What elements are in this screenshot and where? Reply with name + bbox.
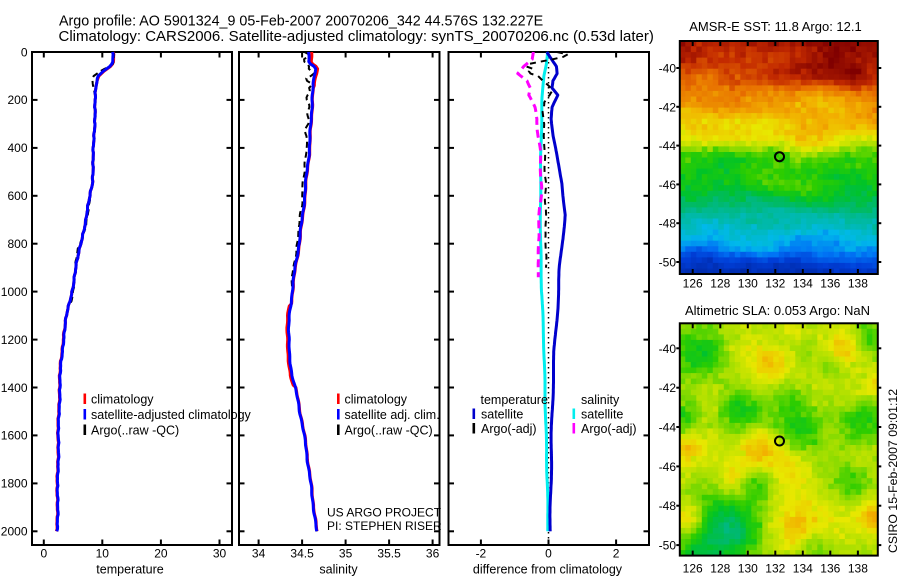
svg-text:0: 0 (545, 547, 552, 561)
svg-text:Argo(-adj): Argo(-adj) (581, 422, 637, 436)
svg-text:1800: 1800 (1, 477, 28, 491)
svg-text:136: 136 (820, 562, 840, 576)
svg-text:132: 132 (765, 277, 785, 291)
svg-text:difference from climatology: difference from climatology (473, 563, 623, 577)
svg-text:-42: -42 (659, 381, 677, 395)
svg-text:salinity: salinity (581, 393, 620, 407)
svg-text:126: 126 (683, 277, 703, 291)
svg-text:CSIRO 15-Feb-2007 09:01:12: CSIRO 15-Feb-2007 09:01:12 (886, 389, 900, 553)
svg-text:400: 400 (7, 141, 27, 155)
svg-text:0: 0 (21, 45, 28, 59)
svg-text:Argo profile: AO 5901324_9 05-: Argo profile: AO 5901324_9 05-Feb-2007 2… (59, 14, 543, 30)
svg-text:2: 2 (613, 547, 620, 561)
svg-text:34.5: 34.5 (290, 547, 314, 561)
svg-text:Argo(..raw -QC): Argo(..raw -QC) (345, 424, 433, 438)
svg-text:128: 128 (710, 562, 730, 576)
svg-text:126: 126 (683, 562, 703, 576)
svg-text:temperature: temperature (96, 563, 163, 577)
svg-text:36: 36 (426, 547, 440, 561)
svg-text:satellite: satellite (481, 408, 523, 422)
svg-text:132: 132 (765, 562, 785, 576)
svg-text:35.5: 35.5 (377, 547, 401, 561)
svg-text:US ARGO PROJECT: US ARGO PROJECT (327, 506, 442, 520)
svg-text:-50: -50 (659, 256, 677, 270)
svg-text:134: 134 (793, 277, 813, 291)
svg-text:Argo(-adj): Argo(-adj) (481, 422, 537, 436)
svg-text:satellite adj. clim.: satellite adj. clim. (345, 408, 440, 422)
svg-text:1000: 1000 (1, 285, 28, 299)
svg-text:-50: -50 (659, 539, 677, 553)
svg-text:134: 134 (793, 562, 813, 576)
svg-text:-42: -42 (659, 100, 677, 114)
svg-text:1400: 1400 (1, 381, 28, 395)
svg-text:1600: 1600 (1, 429, 28, 443)
svg-text:600: 600 (7, 189, 27, 203)
svg-text:35: 35 (339, 547, 353, 561)
svg-text:satellite-adjusted climatology: satellite-adjusted climatology (91, 408, 252, 422)
svg-text:128: 128 (710, 277, 730, 291)
svg-text:climatology: climatology (91, 393, 154, 407)
svg-text:138: 138 (848, 562, 868, 576)
svg-text:-44: -44 (659, 139, 677, 153)
svg-text:20: 20 (154, 547, 168, 561)
svg-text:-46: -46 (659, 178, 677, 192)
svg-text:-48: -48 (659, 217, 677, 231)
svg-text:138: 138 (848, 277, 868, 291)
svg-text:34: 34 (252, 547, 266, 561)
svg-text:130: 130 (738, 277, 758, 291)
svg-text:salinity: salinity (319, 563, 358, 577)
svg-text:-48: -48 (659, 499, 677, 513)
svg-text:Climatology: CARS2006. Satelli: Climatology: CARS2006. Satellite-adjuste… (59, 28, 654, 45)
svg-text:AMSR-E SST: 11.8 Argo: 12.1: AMSR-E SST: 11.8 Argo: 12.1 (689, 19, 861, 34)
svg-text:temperature: temperature (481, 393, 548, 407)
svg-text:-40: -40 (659, 62, 677, 76)
svg-text:30: 30 (213, 547, 227, 561)
svg-text:-44: -44 (659, 421, 677, 435)
svg-text:-40: -40 (659, 342, 677, 356)
svg-text:2000: 2000 (1, 525, 28, 539)
svg-text:-46: -46 (659, 460, 677, 474)
svg-text:satellite: satellite (581, 408, 623, 422)
svg-text:136: 136 (820, 277, 840, 291)
svg-text:800: 800 (7, 237, 27, 251)
svg-text:130: 130 (738, 562, 758, 576)
svg-text:1200: 1200 (1, 333, 28, 347)
svg-text:200: 200 (7, 93, 27, 107)
svg-text:PI: STEPHEN RISER: PI: STEPHEN RISER (327, 519, 442, 533)
svg-text:0: 0 (40, 547, 47, 561)
svg-text:10: 10 (96, 547, 110, 561)
svg-text:Argo(..raw -QC): Argo(..raw -QC) (91, 424, 179, 438)
svg-text:Altimetric SLA: 0.053 Argo: Na: Altimetric SLA: 0.053 Argo: NaN (685, 303, 870, 318)
svg-text:climatology: climatology (345, 393, 408, 407)
svg-text:-2: -2 (476, 547, 487, 561)
